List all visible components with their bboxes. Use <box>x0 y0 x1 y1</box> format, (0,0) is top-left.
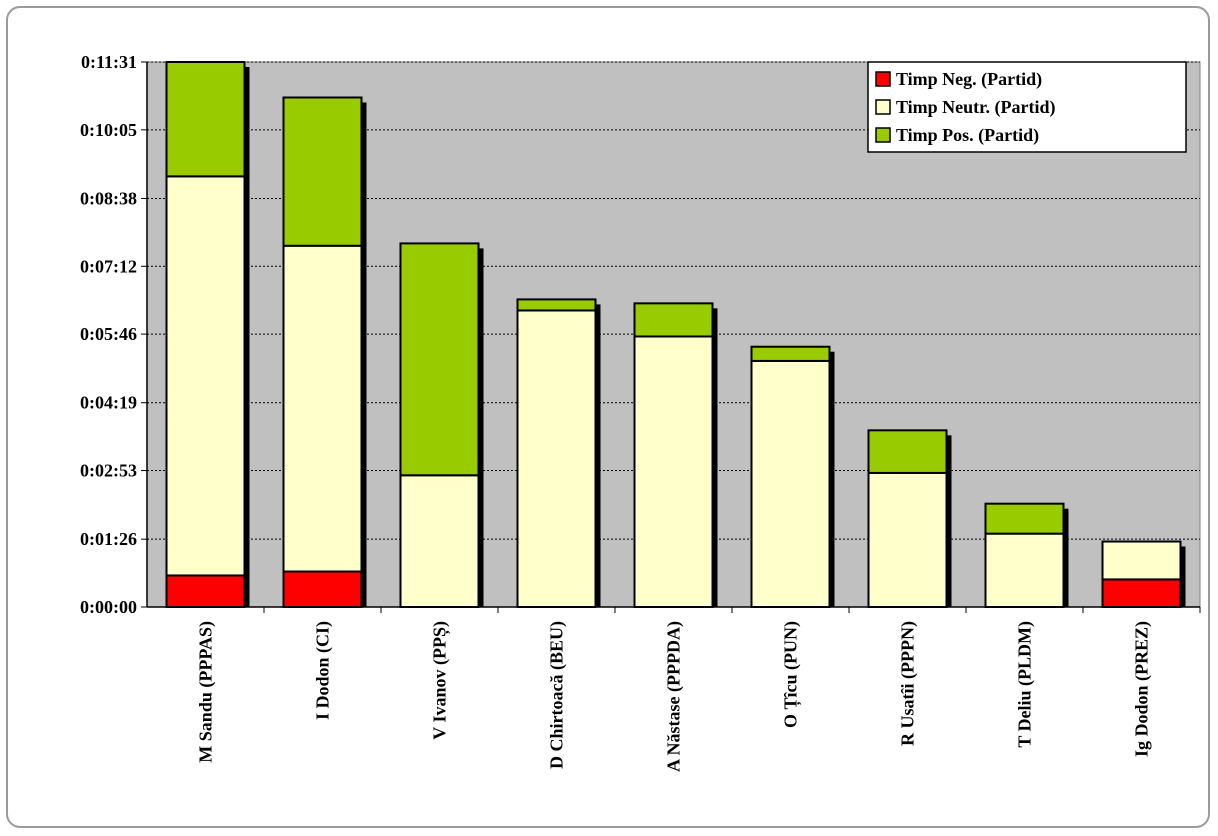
category-label: M Sandu (PPPAS) <box>196 621 217 763</box>
bar-segment <box>516 298 597 312</box>
legend-box <box>867 61 1187 153</box>
bar-segment <box>282 570 363 608</box>
y-tick-label: 0:05:46 <box>80 324 137 344</box>
category-label: Ig Dodon (PREZ) <box>1132 621 1153 757</box>
category-label: I Dodon (CI) <box>313 621 334 720</box>
legend-label: Timp Neutr. (Partid) <box>896 97 1056 118</box>
bar-segment <box>165 175 246 577</box>
bar-segment <box>750 359 831 608</box>
legend-label: Timp Neg. (Partid) <box>896 69 1042 90</box>
bar-segment <box>516 309 597 608</box>
bar-segment <box>633 302 714 338</box>
bar-segment <box>399 242 480 477</box>
bar-segment <box>867 429 948 474</box>
legend-swatch <box>875 127 891 143</box>
bar-segment <box>165 61 246 178</box>
bar-segment <box>399 474 480 608</box>
bar-segment <box>282 244 363 573</box>
y-tick-label: 0:07:12 <box>80 256 137 276</box>
category-label: O Țîcu (PUN) <box>781 621 802 728</box>
bar-segment <box>1101 540 1182 581</box>
y-tick-label: 0:01:26 <box>80 529 137 549</box>
y-tick-label: 0:10:05 <box>80 120 137 140</box>
bar-segment <box>1101 578 1182 609</box>
legend-swatch <box>875 99 891 115</box>
bar-segment <box>750 345 831 362</box>
y-tick-label: 0:11:31 <box>81 52 137 72</box>
y-tick-label: 0:00:00 <box>80 597 137 617</box>
y-tick-label: 0:08:38 <box>80 188 137 208</box>
category-label: R Usatîi (PPPN) <box>898 621 919 746</box>
category-label: D Chirtoacă (BEU) <box>547 621 568 769</box>
bar-segment <box>282 96 363 247</box>
category-label: A Năstase (PPPDA) <box>664 621 685 772</box>
legend-label: Timp Pos. (Partid) <box>896 125 1039 146</box>
category-label: V Ivanov (PPȘ) <box>430 621 451 740</box>
category-label: T Deliu (PLDM) <box>1015 621 1036 748</box>
bar-segment <box>984 502 1065 535</box>
legend-swatch <box>875 71 891 87</box>
bar-segment <box>633 335 714 608</box>
bar-segment <box>165 574 246 609</box>
y-tick-label: 0:04:19 <box>80 393 137 413</box>
bar-segment <box>867 471 948 608</box>
bar-segment <box>984 532 1065 608</box>
y-tick-label: 0:02:53 <box>80 461 137 481</box>
